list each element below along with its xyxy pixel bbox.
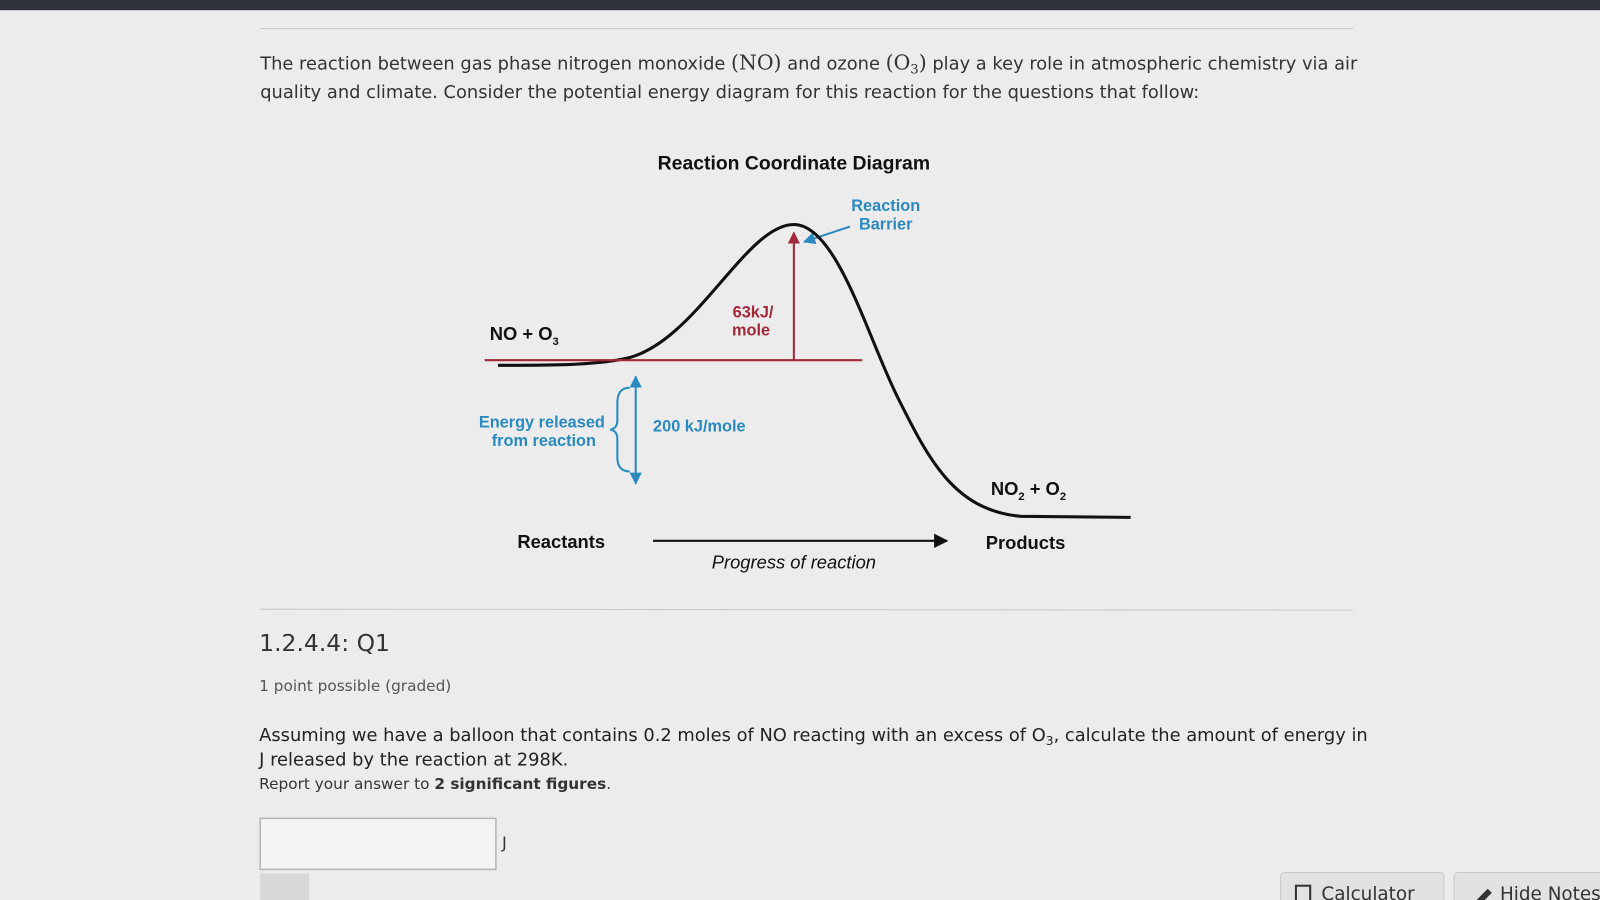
text: + O [1025,478,1060,499]
text: NO + O [490,323,553,344]
text: ) [919,50,927,74]
answer-input[interactable] [259,817,497,871]
label: Energy released [479,414,605,432]
text: Assuming we have a balloon that contains… [259,725,1046,746]
calculator-icon [1294,884,1312,900]
reactant-formula: NO + O3 [490,323,559,348]
intro-text: quality and climate. Consider the potent… [260,82,1199,103]
text: and ozone [782,53,886,74]
subscript: 3 [1046,734,1054,748]
submit-button[interactable] [260,873,310,900]
subscript: 3 [910,62,918,77]
text: 2 significant figures [434,775,606,793]
text: NO [991,478,1019,499]
top-bar [0,0,1600,11]
button-bg [1280,871,1445,900]
axis-label: Progress of reaction [712,551,876,572]
text: play a key role in atmospheric chemistry… [927,53,1358,74]
pencil-icon [1476,888,1492,900]
text: , calculate the amount of energy in [1054,725,1368,746]
product-formula: NO2 + O2 [991,478,1066,503]
brace [609,386,630,473]
label: 200 kJ/mole [653,418,746,436]
text: Report your answer to [259,775,434,793]
instruction: Report your answer to 2 significant figu… [259,775,611,793]
problem-points: 1 point possible (graded) [259,677,451,695]
text: (O [886,50,911,74]
energy-curve [497,222,1131,519]
diagram: Reaction Coordinate Diagram Reaction Bar… [479,152,1131,572]
diagram-title: Reaction Coordinate Diagram [658,152,930,174]
label: Reactants [517,531,605,552]
subscript: 2 [1060,491,1066,503]
text: (NO) [731,50,781,74]
text: The reaction between gas phase nitrogen … [259,53,731,74]
text: . [606,775,611,793]
button-label: Calculator [1321,884,1415,900]
unit-label: J [501,833,507,852]
intro-text: The reaction between gas phase nitrogen … [259,50,1358,77]
subscript: 2 [1018,491,1024,503]
separator [260,608,1354,611]
question-text: J released by the reaction at 298K. [258,749,568,770]
hide-notes-button[interactable]: Hide Notes [1453,871,1600,900]
calculator-button[interactable]: Calculator [1280,871,1445,900]
subscript: 3 [553,336,559,348]
question-text: Assuming we have a balloon that contains… [259,725,1368,748]
label: mole [732,322,770,340]
button-label: Hide Notes [1500,884,1600,900]
barrier-arrow [802,225,851,245]
problem-heading: 1.2.4.4: Q1 [259,629,390,657]
label: from reaction [492,432,596,450]
label: 63kJ/ [733,303,774,321]
label: Products [986,532,1066,553]
label: Barrier [859,216,913,234]
label: Reaction [851,197,920,215]
